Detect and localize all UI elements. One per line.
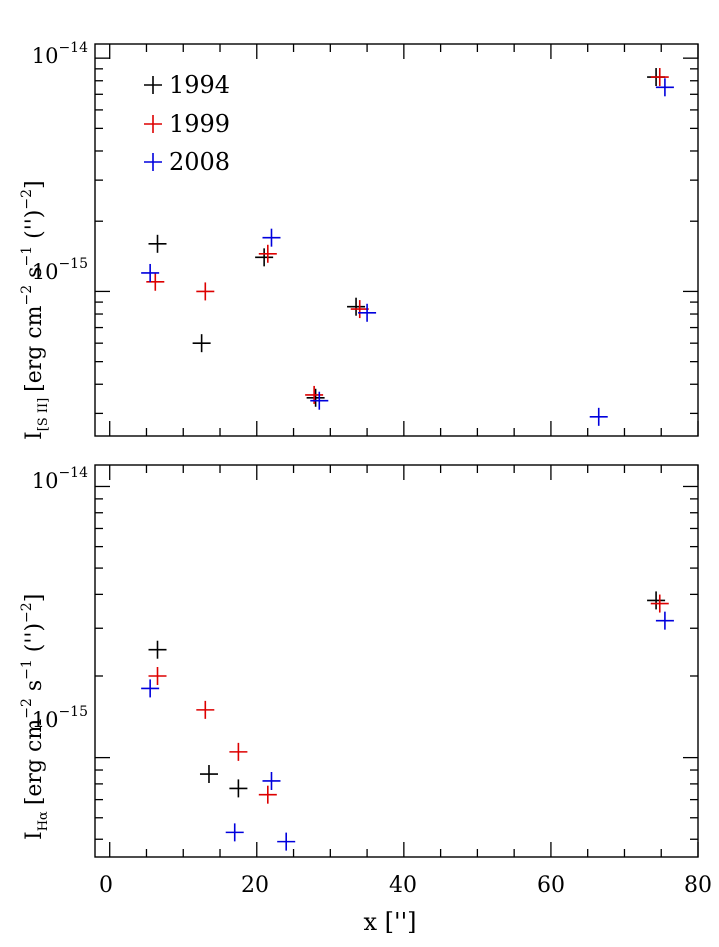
data-point-1994 (199, 765, 218, 784)
legend-entry-1999: 1999 (144, 110, 230, 138)
data-point-1999 (196, 700, 215, 719)
data-point-2008 (225, 823, 244, 842)
data-point-2008 (141, 263, 160, 282)
x-axis-label: x [''] (363, 908, 416, 936)
data-point-1999 (196, 282, 215, 301)
top-legend: 1994 1999 2008 (144, 71, 230, 176)
bottom-y-tick-label-1e-14: 10−14 (32, 465, 88, 493)
bottom-y-axis-label: IHα[erg cm−2 s−1 ('')−2] (19, 594, 51, 840)
data-point-1994 (255, 248, 274, 267)
top-data-points (141, 68, 674, 426)
data-point-2008 (262, 771, 281, 790)
data-point-1999 (146, 272, 165, 291)
x-tick-labels: 0 20 40 60 80 (99, 873, 712, 898)
top-y-tick-label-1e-15: 10−15 (32, 256, 88, 284)
data-point-2008 (589, 407, 608, 426)
legend-entry-2008: 2008 (144, 148, 230, 176)
data-point-1999 (350, 300, 369, 319)
data-point-1994 (647, 591, 666, 610)
bottom-y-tick-labels: 10−14 10−15 (32, 465, 88, 732)
data-point-1999 (148, 666, 167, 685)
data-point-2008 (262, 228, 281, 247)
x-tick-label-80: 80 (684, 873, 712, 898)
data-point-1994 (148, 640, 167, 659)
data-point-1994 (229, 779, 248, 798)
legend-label-2008: 2008 (169, 148, 230, 176)
data-point-1999 (650, 68, 669, 87)
top-y-tick-label-1e-14: 10−14 (32, 40, 88, 68)
data-point-2008 (655, 78, 674, 97)
top-y-tick-labels: 10−14 10−15 (32, 40, 88, 284)
data-point-2008 (141, 679, 160, 698)
data-point-2008 (655, 611, 674, 630)
data-point-1994 (148, 234, 167, 253)
bottom-y-tick-label-1e-15: 10−15 (32, 704, 88, 732)
bottom-data-points (141, 591, 674, 851)
data-point-1994 (347, 297, 366, 316)
x-tick-label-20: 20 (241, 873, 269, 898)
bottom-panel-frame (94, 464, 699, 858)
data-point-2008 (310, 391, 329, 410)
bottom-ticks (95, 465, 699, 857)
data-point-1999 (258, 785, 277, 804)
top-ticks (95, 44, 699, 436)
data-point-1999 (258, 244, 277, 263)
top-panel: 10−14 10−15 I[S II][erg cm−2 s−1 ('')−2]… (19, 40, 699, 440)
data-point-1994 (306, 388, 325, 407)
legend-label-1994: 1994 (169, 71, 230, 99)
top-panel-frame (94, 43, 699, 437)
legend-entry-1994: 1994 (144, 71, 230, 99)
data-point-1999 (650, 594, 669, 613)
data-point-1999 (229, 742, 248, 761)
x-tick-label-40: 40 (389, 873, 417, 898)
data-point-2008 (358, 303, 377, 322)
bottom-panel: 10−14 10−15 IHα[erg cm−2 s−1 ('')−2] 0 2… (19, 464, 712, 936)
legend-label-1999: 1999 (169, 110, 230, 138)
x-tick-label-0: 0 (99, 873, 113, 898)
data-point-2008 (277, 832, 296, 851)
x-tick-label-60: 60 (537, 873, 565, 898)
top-y-axis-label: I[S II][erg cm−2 s−1 ('')−2] (19, 180, 51, 440)
data-point-1994 (192, 334, 211, 353)
